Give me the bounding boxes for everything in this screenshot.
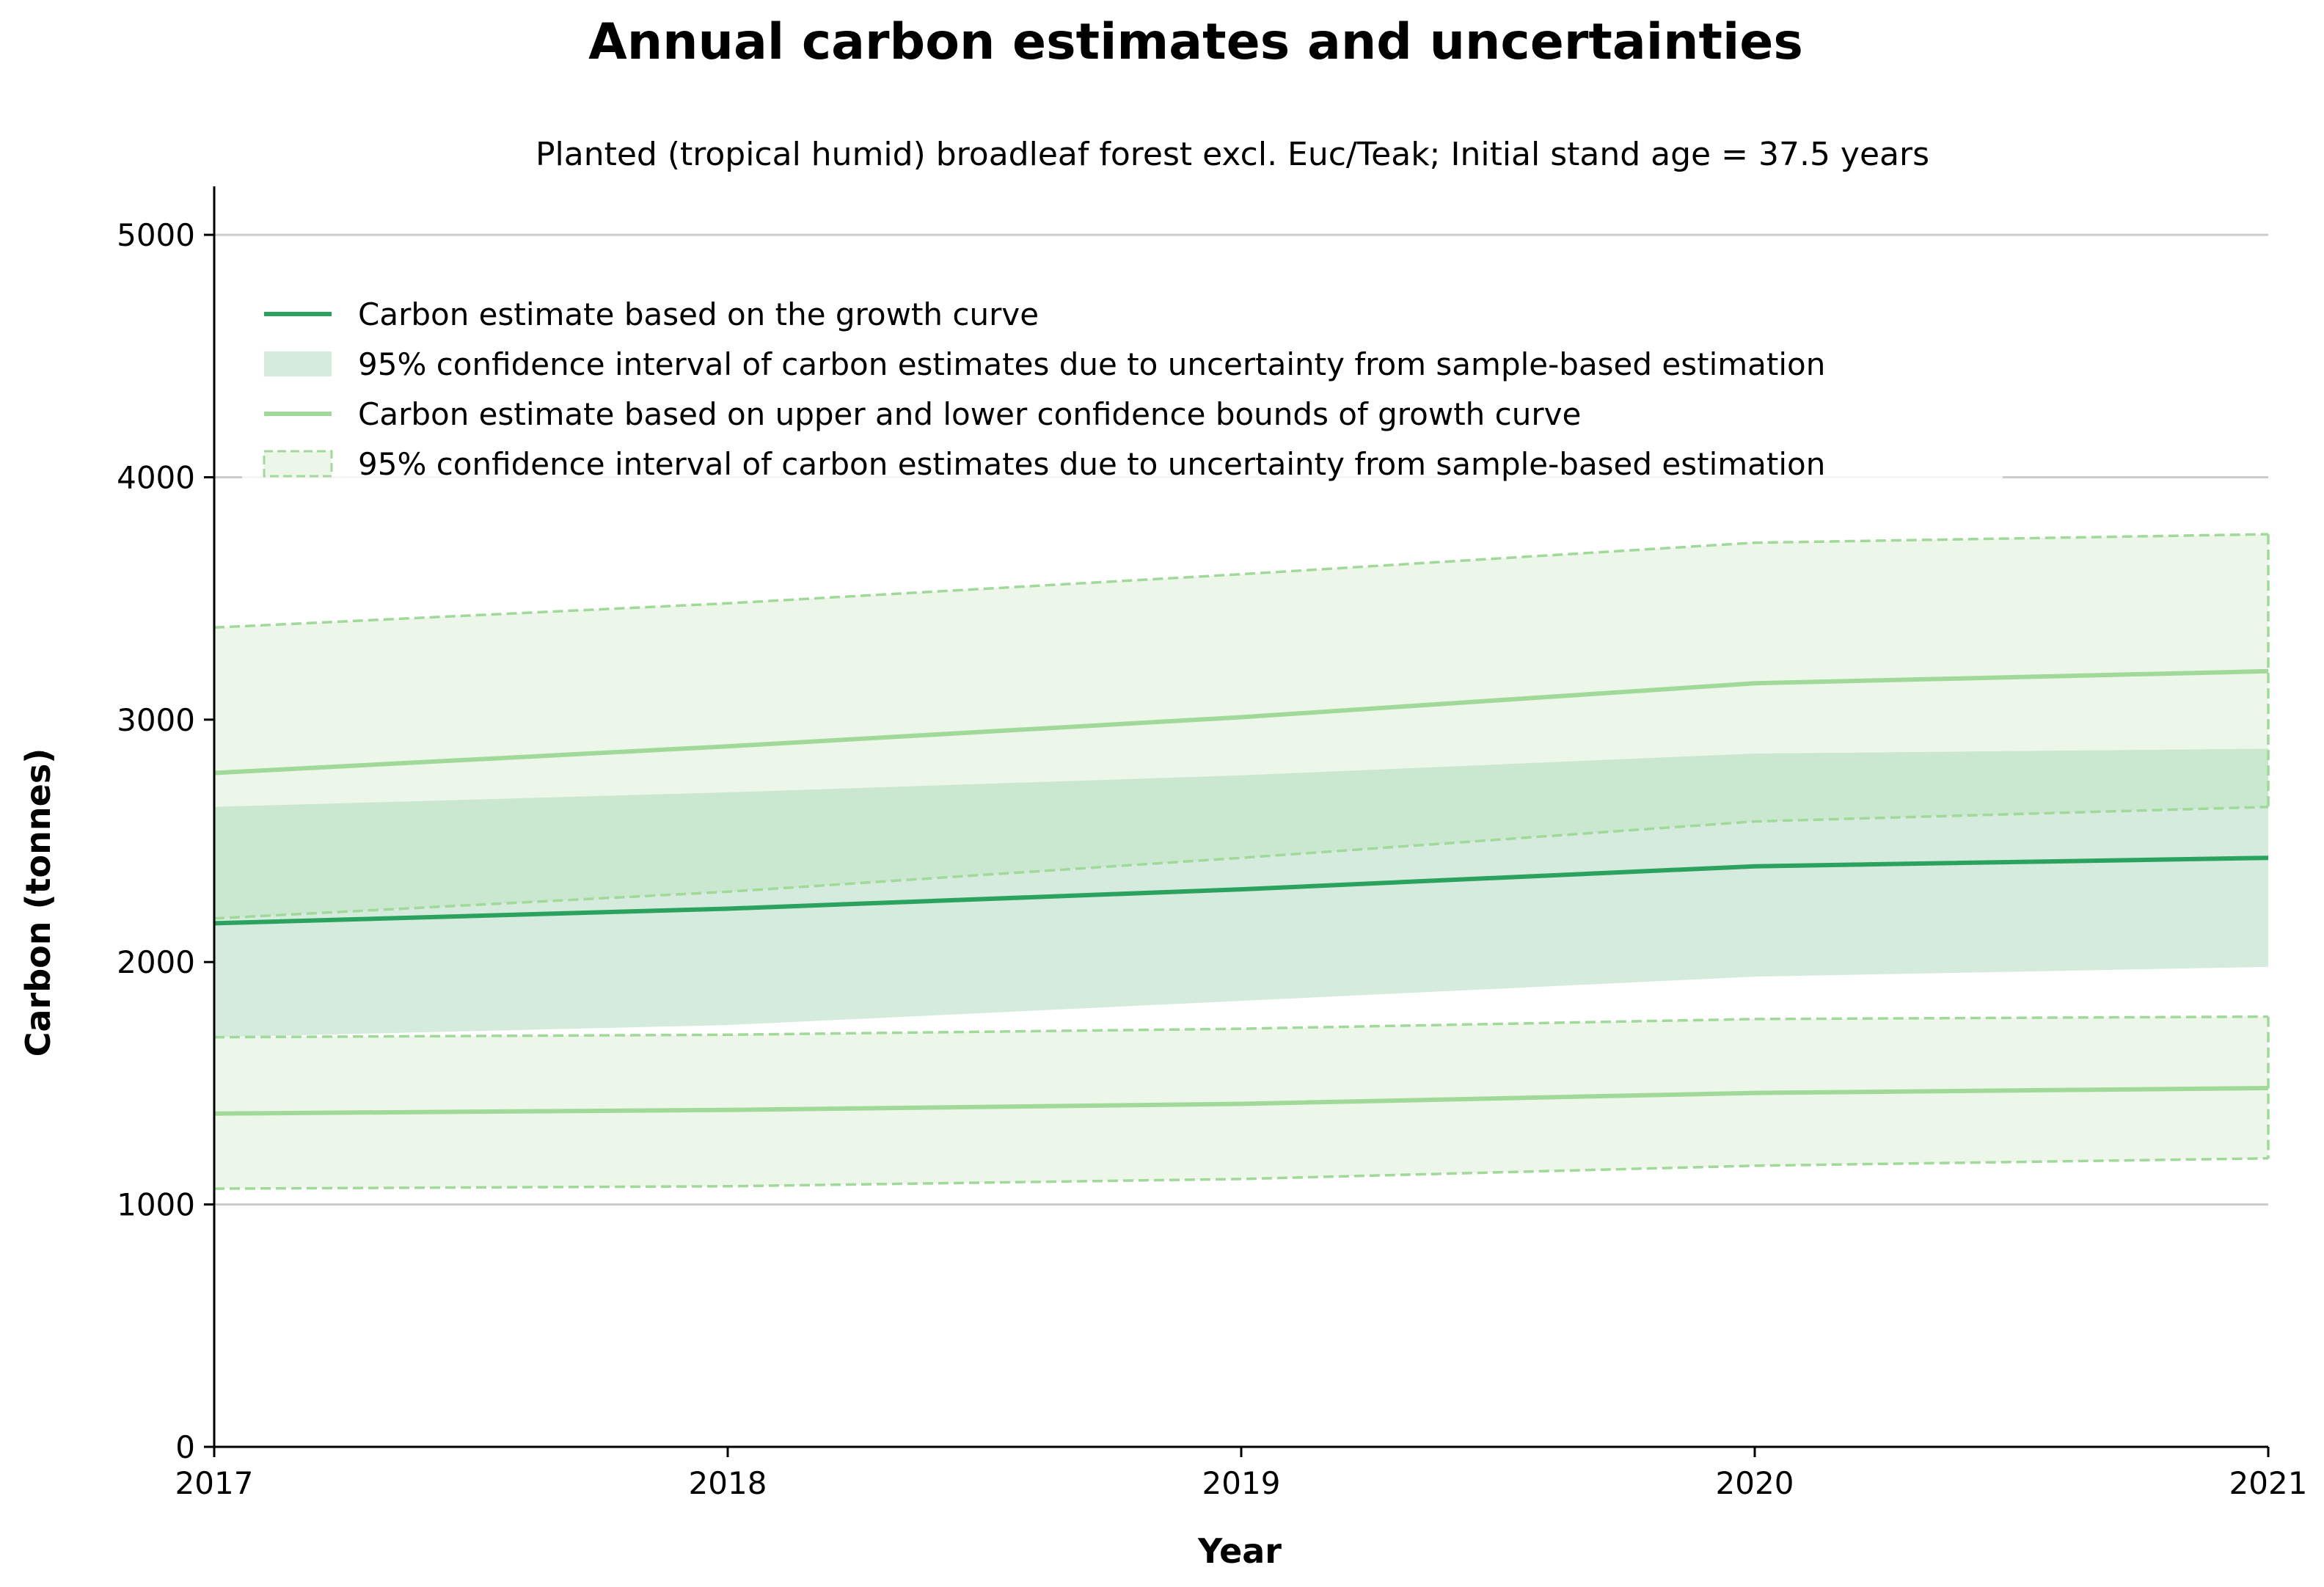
chart-subtitle: Planted (tropical humid) broadleaf fores… <box>536 136 1929 173</box>
legend-label: 95% confidence interval of carbon estima… <box>358 346 1825 382</box>
overlap-band <box>214 748 2268 919</box>
y-tick-label: 4000 <box>117 459 195 495</box>
legend-swatch-dashed-band <box>263 450 333 478</box>
x-tick-label: 2021 <box>2229 1465 2308 1501</box>
legend-box <box>242 271 2003 484</box>
lower-bound-curve-line <box>213 1086 2269 1116</box>
x-tick-label: 2018 <box>689 1465 767 1501</box>
lower-bound-ci-lower-line <box>213 1157 2269 1190</box>
x-tick-label: 2019 <box>1202 1465 1281 1501</box>
legend-label: Carbon estimate based on the growth curv… <box>358 296 1039 332</box>
y-tick-label: 2000 <box>117 944 195 980</box>
legend-label: 95% confidence interval of carbon estima… <box>358 446 1825 482</box>
y-axis-label: Carbon (tonnes) <box>18 748 58 1057</box>
upper-bound-ci-upper-line <box>213 533 2269 630</box>
central-estimate-line <box>213 855 2269 926</box>
legend-label: Carbon estimate based on upper and lower… <box>358 396 1581 432</box>
y-tick-label: 3000 <box>117 702 195 738</box>
legend-swatch-band <box>264 351 332 376</box>
legend: Carbon estimate based on the growth curv… <box>242 271 2003 484</box>
axes: 0 1000 2000 3000 4000 5000 2017 2018 2019 2020 202… <box>117 186 2307 1501</box>
x-tick-label: 2020 <box>1716 1465 1794 1501</box>
upper-bound-curve-line <box>213 668 2269 776</box>
y-tick-label: 0 <box>175 1429 195 1465</box>
series-lines <box>213 533 2270 1190</box>
x-tick-label: 2017 <box>175 1465 254 1501</box>
x-axis-label: Year <box>1197 1531 1282 1571</box>
upper-bound-ci-lower-line <box>213 806 2269 920</box>
chart-title: Annual carbon estimates and uncertaintie… <box>588 13 1803 71</box>
y-tick-label: 1000 <box>117 1187 195 1223</box>
lower-bound-ci-upper-line <box>213 1015 2269 1039</box>
y-tick-label: 5000 <box>117 217 195 253</box>
